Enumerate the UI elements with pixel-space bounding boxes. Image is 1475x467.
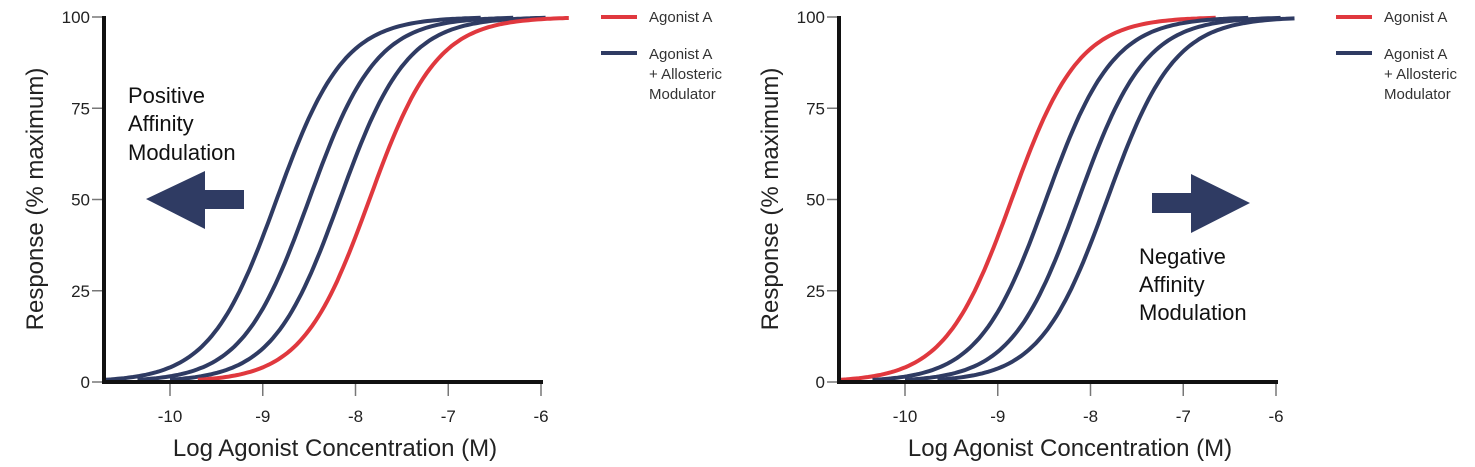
annotation-line-1: Negative <box>1139 244 1226 269</box>
legend-label-modulated-2: + Allosteric <box>1384 66 1457 83</box>
annotation-line-1: Positive <box>128 83 205 108</box>
y-tick-label: 100 <box>797 8 825 27</box>
x-tick-label: -10 <box>158 407 183 426</box>
left-arrow-icon <box>146 171 244 229</box>
y-tick-label: 25 <box>71 282 90 301</box>
axes: 0 25 50 75 100 -10 -9 -8 -7 -6 <box>62 8 549 426</box>
x-tick-label: -8 <box>1083 407 1098 426</box>
right-arrow-icon <box>1152 174 1250 233</box>
x-tick-label: -7 <box>1176 407 1191 426</box>
curve-modulated-3 <box>937 16 1295 382</box>
chart-positive-modulation: 0 25 50 75 100 -10 -9 -8 -7 -6 Response (% maximu… <box>22 8 722 462</box>
y-tick-label: 0 <box>81 373 90 392</box>
y-tick-label: 25 <box>806 282 825 301</box>
x-tick-label: -8 <box>348 407 363 426</box>
y-tick-label: 75 <box>71 99 90 118</box>
x-tick-label: -9 <box>255 407 270 426</box>
y-axis-title: Response (% maximum) <box>22 68 49 331</box>
legend-label-agonist: Agonist A <box>1384 9 1447 26</box>
curve-modulated-2 <box>904 15 1281 382</box>
curves <box>839 15 1295 382</box>
y-tick-label: 50 <box>806 191 825 210</box>
annotation-line-3: Modulation <box>1139 300 1247 325</box>
x-axis-title: Log Agonist Concentration (M) <box>173 435 497 462</box>
curve-agonist-3 <box>197 16 569 382</box>
x-tick-label: -6 <box>1268 407 1283 426</box>
y-tick-label: 75 <box>806 99 825 118</box>
x-axis-title: Log Agonist Concentration (M) <box>908 435 1232 462</box>
legend-label-modulated-1: Agonist A <box>649 46 712 63</box>
curve-agonist-0 <box>839 15 1216 382</box>
curve-modulated-0 <box>104 15 481 382</box>
annotation-line-3: Modulation <box>128 140 236 165</box>
y-tick-label: 0 <box>816 373 825 392</box>
legend-label-modulated-2: + Allosteric <box>649 66 722 83</box>
legend-label-modulated-3: Modulator <box>649 86 716 103</box>
y-tick-label: 50 <box>71 191 90 210</box>
x-tick-label: -7 <box>441 407 456 426</box>
y-axis-title: Response (% maximum) <box>757 68 784 331</box>
x-tick-label: -10 <box>893 407 918 426</box>
x-tick-label: -9 <box>990 407 1005 426</box>
legend-label-agonist: Agonist A <box>649 9 712 26</box>
axes: 0 25 50 75 100 -10 -9 -8 -7 -6 <box>797 8 1284 426</box>
legend-label-modulated-1: Agonist A <box>1384 46 1447 63</box>
chart-negative-modulation: 0 25 50 75 100 -10 -9 -8 -7 -6 Response (% maximu… <box>757 8 1457 462</box>
curve-modulated-1 <box>872 15 1249 382</box>
curve-modulated-1 <box>137 15 514 382</box>
x-tick-label: -6 <box>533 407 548 426</box>
curves <box>104 15 569 382</box>
annotation-line-2: Affinity <box>128 111 194 136</box>
legend-label-modulated-3: Modulator <box>1384 86 1451 103</box>
annotation-line-2: Affinity <box>1139 272 1205 297</box>
y-tick-label: 100 <box>62 8 90 27</box>
curve-modulated-2 <box>169 15 546 382</box>
